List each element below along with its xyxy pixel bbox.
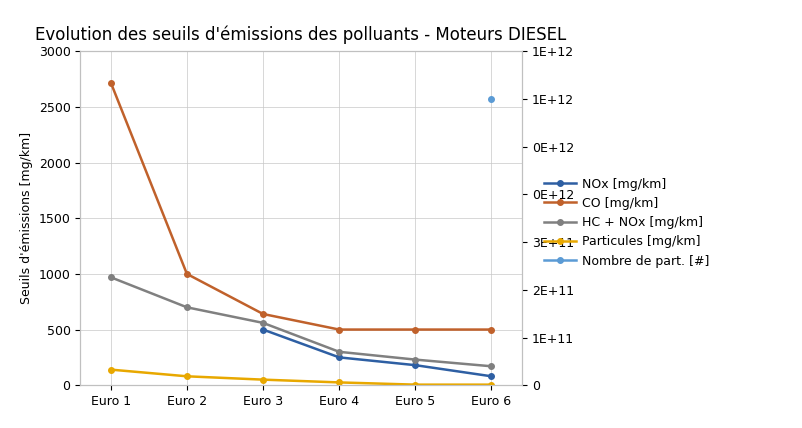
HC + NOx [mg/km] bbox=[182, 305, 192, 310]
HC + NOx [mg/km] bbox=[486, 364, 496, 369]
Legend: NOx [mg/km], CO [mg/km], HC + NOx [mg/km], Particules [mg/km], Nombre de part. [: NOx [mg/km], CO [mg/km], HC + NOx [mg/km… bbox=[544, 178, 708, 268]
Line: CO [mg/km]: CO [mg/km] bbox=[107, 80, 494, 332]
CO [mg/km] bbox=[182, 271, 192, 276]
CO [mg/km] bbox=[334, 327, 343, 332]
Particules [mg/km] bbox=[258, 377, 268, 382]
Title: Evolution des seuils d'émissions des polluants - Moteurs DIESEL: Evolution des seuils d'émissions des pol… bbox=[35, 26, 566, 44]
Particules [mg/km] bbox=[486, 382, 496, 387]
NOx [mg/km] bbox=[258, 327, 268, 332]
Particules [mg/km] bbox=[410, 382, 419, 387]
NOx [mg/km] bbox=[410, 363, 419, 368]
NOx [mg/km] bbox=[486, 374, 496, 379]
CO [mg/km] bbox=[486, 327, 496, 332]
NOx [mg/km] bbox=[334, 355, 343, 360]
Line: NOx [mg/km]: NOx [mg/km] bbox=[260, 327, 494, 379]
Line: Particules [mg/km]: Particules [mg/km] bbox=[107, 367, 494, 387]
Particules [mg/km] bbox=[334, 380, 343, 385]
HC + NOx [mg/km] bbox=[334, 349, 343, 354]
Particules [mg/km] bbox=[182, 374, 192, 379]
HC + NOx [mg/km] bbox=[410, 357, 419, 362]
Particules [mg/km] bbox=[106, 367, 115, 372]
HC + NOx [mg/km] bbox=[106, 275, 115, 280]
HC + NOx [mg/km] bbox=[258, 320, 268, 325]
Line: HC + NOx [mg/km]: HC + NOx [mg/km] bbox=[107, 274, 494, 369]
CO [mg/km] bbox=[106, 80, 115, 85]
Y-axis label: Seuils d'émissions [mg/km]: Seuils d'émissions [mg/km] bbox=[20, 132, 33, 304]
CO [mg/km] bbox=[258, 312, 268, 317]
CO [mg/km] bbox=[410, 327, 419, 332]
